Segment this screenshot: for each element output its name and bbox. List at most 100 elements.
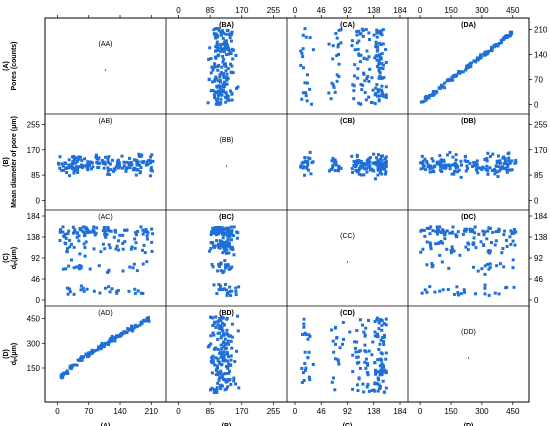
data-point	[384, 159, 388, 163]
data-point	[116, 288, 120, 292]
data-point	[107, 161, 111, 165]
data-point	[376, 153, 380, 157]
data-point	[495, 264, 499, 268]
data-point	[372, 152, 376, 156]
data-point	[221, 236, 225, 240]
data-point	[373, 320, 377, 324]
data-point	[301, 166, 305, 170]
data-point	[61, 267, 65, 271]
data-point	[82, 164, 86, 168]
data-point	[374, 372, 378, 376]
data-point	[79, 284, 83, 288]
data-point	[497, 292, 501, 296]
data-point	[362, 72, 366, 76]
data-point	[78, 252, 82, 256]
data-point	[381, 363, 385, 367]
data-point	[304, 159, 308, 163]
data-point	[231, 57, 235, 61]
data-point	[106, 172, 110, 176]
data-point	[307, 375, 311, 379]
data-point	[451, 78, 455, 82]
data-point	[90, 348, 94, 352]
data-point	[440, 83, 444, 87]
data-point	[376, 173, 380, 177]
y-right-tick-label: 0	[534, 296, 539, 305]
data-point	[216, 102, 220, 106]
y-tick-label: 255	[27, 120, 41, 129]
data-point	[455, 285, 459, 289]
data-point	[299, 63, 303, 67]
cell-label: (CB)	[340, 118, 355, 125]
data-point	[377, 327, 381, 331]
data-point	[375, 333, 379, 337]
data-point	[229, 52, 233, 56]
data-point	[65, 247, 69, 251]
data-point	[218, 371, 222, 375]
data-point	[490, 49, 494, 53]
data-point	[210, 386, 214, 390]
data-point	[83, 246, 87, 250]
data-point	[483, 264, 487, 268]
data-point	[376, 358, 380, 362]
data-point	[330, 159, 334, 163]
data-point	[434, 229, 438, 233]
data-point	[327, 169, 331, 173]
data-point	[357, 39, 361, 43]
y-tick-label: 92	[31, 254, 40, 263]
data-point	[229, 62, 233, 66]
cell-label: (CD)	[340, 310, 355, 317]
data-point	[78, 358, 82, 362]
data-point	[61, 225, 65, 229]
data-point	[231, 246, 235, 250]
data-point	[466, 159, 470, 163]
data-point	[220, 93, 224, 97]
data-point	[219, 243, 223, 247]
data-point	[351, 370, 355, 374]
data-point	[216, 244, 220, 248]
data-point	[333, 357, 337, 361]
data-point	[512, 285, 516, 289]
data-point	[62, 168, 66, 172]
data-point	[115, 290, 119, 294]
data-point	[113, 229, 117, 233]
data-point	[383, 157, 387, 161]
data-point	[65, 286, 69, 290]
data-point	[106, 226, 110, 230]
data-point	[107, 342, 111, 346]
data-point	[373, 93, 377, 97]
data-point	[353, 346, 357, 350]
data-point	[375, 58, 379, 62]
data-point	[223, 249, 227, 253]
data-point	[439, 86, 443, 90]
y-right-tick-label: 92	[534, 254, 543, 263]
data-point	[468, 161, 472, 165]
data-point	[207, 77, 211, 81]
data-point	[307, 350, 311, 354]
data-point	[429, 245, 433, 249]
data-point	[220, 329, 224, 333]
x-tick-label: 85	[206, 407, 215, 416]
data-point	[428, 241, 432, 245]
data-point	[352, 163, 356, 167]
data-point	[65, 250, 69, 254]
data-point	[219, 33, 223, 37]
data-point	[384, 93, 388, 97]
x-axis-code: (B)	[222, 423, 232, 426]
data-point	[503, 34, 507, 38]
data-point	[86, 161, 90, 165]
data-point	[226, 385, 230, 389]
data-point	[216, 373, 220, 377]
data-point	[63, 232, 67, 236]
data-point	[424, 168, 428, 172]
data-point	[488, 166, 492, 170]
data-point	[300, 51, 304, 55]
data-point	[136, 160, 140, 164]
data-point	[89, 167, 93, 171]
data-point	[363, 334, 367, 338]
data-point	[230, 64, 234, 68]
data-point	[122, 160, 126, 164]
data-point	[449, 248, 453, 252]
data-point	[97, 264, 101, 268]
data-point	[220, 29, 224, 33]
data-point	[353, 340, 357, 344]
